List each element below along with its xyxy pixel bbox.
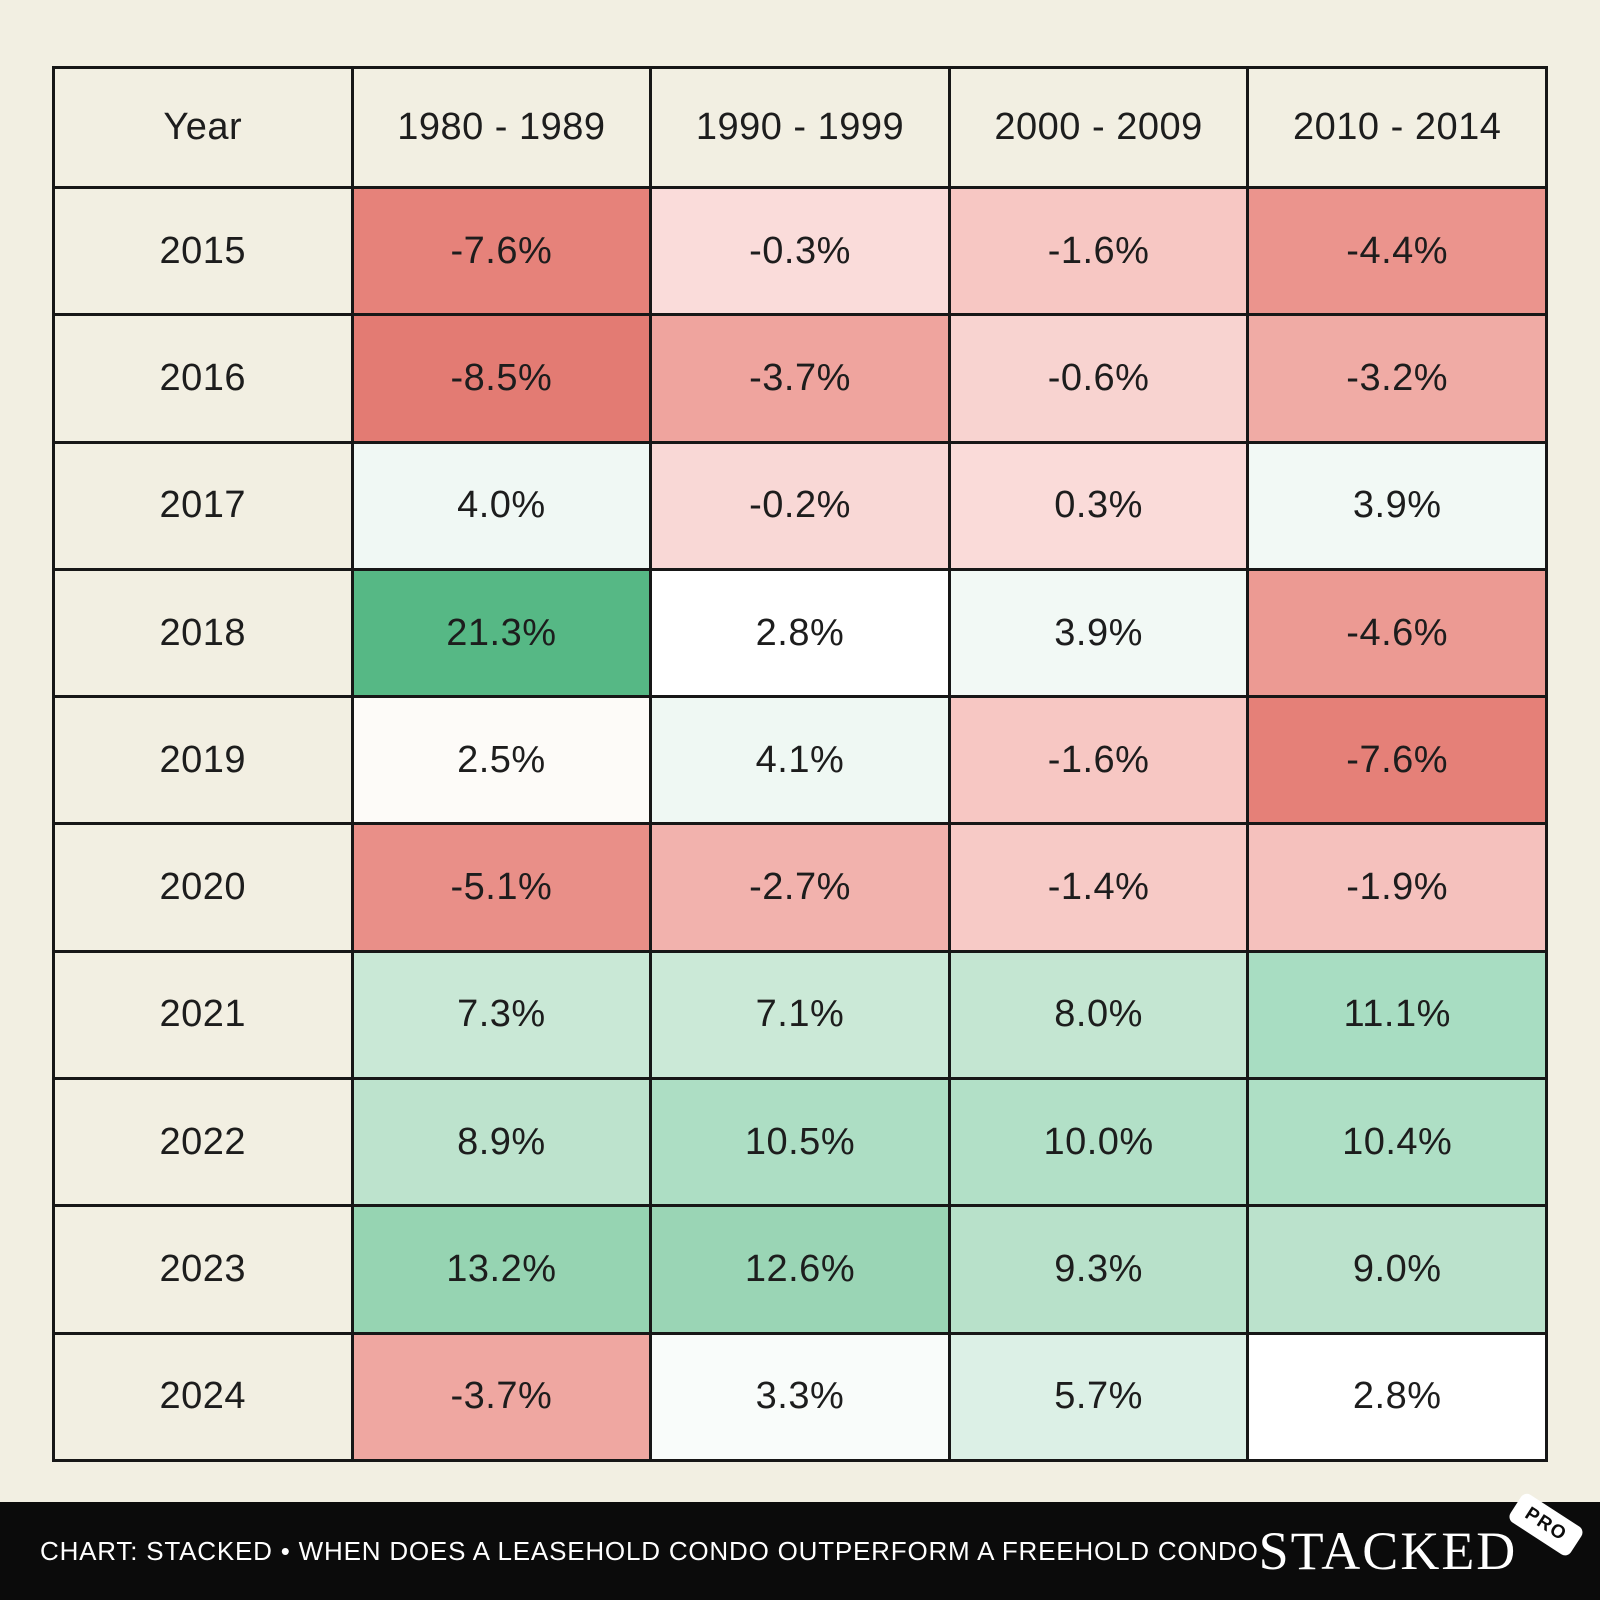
- table-row: 2022 8.9% 10.5% 10.0% 10.4%: [52, 1077, 1548, 1208]
- value-cell: -2.7%: [649, 822, 951, 953]
- value-cell: 8.0%: [947, 949, 1250, 1081]
- value-cell: 9.3%: [947, 1204, 1250, 1335]
- table-row: 2015 -7.6% -0.3% -1.6% -4.4%: [52, 185, 1548, 317]
- performance-heatmap-table: Year 1980 - 1989 1990 - 1999 2000 - 2009 201…: [52, 66, 1548, 1463]
- value-cell: 3.9%: [1246, 440, 1548, 571]
- column-header: 2010 - 2014: [1246, 66, 1548, 189]
- column-header: 2000 - 2009: [947, 66, 1250, 189]
- value-cell: -7.6%: [1246, 695, 1548, 826]
- value-cell: 0.3%: [947, 440, 1250, 571]
- value-cell: 12.6%: [649, 1204, 951, 1335]
- value-cell: -5.1%: [350, 822, 653, 953]
- row-year: 2023: [52, 1204, 354, 1335]
- performance-heatmap-table-wrap: Year 1980 - 1989 1990 - 1999 2000 - 2009 201…: [52, 66, 1548, 1463]
- column-header: 1980 - 1989: [350, 66, 653, 189]
- column-header: 1990 - 1999: [649, 66, 951, 189]
- table-row: 2017 4.0% -0.2% 0.3% 3.9%: [52, 440, 1548, 571]
- value-cell: 8.9%: [350, 1077, 653, 1208]
- table-row: 2020 -5.1% -2.7% -1.4% -1.9%: [52, 822, 1548, 953]
- column-header-year: Year: [52, 66, 354, 189]
- table-row: 2021 7.3% 7.1% 8.0% 11.1%: [52, 949, 1548, 1081]
- table-header: Year 1980 - 1989 1990 - 1999 2000 - 2009 201…: [52, 66, 1548, 189]
- value-cell: 4.0%: [350, 440, 653, 571]
- value-cell: 11.1%: [1246, 949, 1548, 1081]
- table-row: 2016 -8.5% -3.7% -0.6% -3.2%: [52, 313, 1548, 444]
- value-cell: 21.3%: [350, 567, 653, 699]
- value-cell: -0.2%: [649, 440, 951, 571]
- table-body: 2015 -7.6% -0.3% -1.6% -4.4% 2016 -8.5% -3.7% -0…: [52, 185, 1548, 1463]
- value-cell: 5.7%: [947, 1331, 1250, 1463]
- row-year: 2021: [52, 949, 354, 1081]
- value-cell: -8.5%: [350, 313, 653, 444]
- row-year: 2019: [52, 695, 354, 826]
- value-cell: -4.4%: [1246, 185, 1548, 317]
- value-cell: -1.4%: [947, 822, 1250, 953]
- pro-badge: PRO: [1506, 1491, 1585, 1558]
- stacked-logo-wordmark: STACKED: [1258, 1521, 1518, 1581]
- value-cell: -3.7%: [350, 1331, 653, 1463]
- value-cell: 7.1%: [649, 949, 951, 1081]
- value-cell: -3.7%: [649, 313, 951, 444]
- value-cell: 3.9%: [947, 567, 1250, 699]
- row-year: 2022: [52, 1077, 354, 1208]
- footer-bar: CHART: STACKED • WHEN DOES A LEASEHOLD C…: [0, 1491, 1600, 1600]
- row-year: 2016: [52, 313, 354, 444]
- value-cell: 10.5%: [649, 1077, 951, 1208]
- table-row: 2019 2.5% 4.1% -1.6% -7.6%: [52, 695, 1548, 826]
- table-header-row: Year 1980 - 1989 1990 - 1999 2000 - 2009 201…: [52, 66, 1548, 189]
- value-cell: 10.4%: [1246, 1077, 1548, 1208]
- stacked-logo: STACKED PRO: [1258, 1491, 1585, 1581]
- value-cell: 2.5%: [350, 695, 653, 826]
- table-row: 2023 13.2% 12.6% 9.3% 9.0%: [52, 1204, 1548, 1335]
- value-cell: 2.8%: [649, 567, 951, 699]
- value-cell: -3.2%: [1246, 313, 1548, 444]
- value-cell: -1.9%: [1246, 822, 1548, 953]
- value-cell: -0.3%: [649, 185, 951, 317]
- value-cell: -1.6%: [947, 185, 1250, 317]
- row-year: 2024: [52, 1331, 354, 1463]
- row-year: 2018: [52, 567, 354, 699]
- value-cell: -1.6%: [947, 695, 1250, 826]
- table-row: 2018 21.3% 2.8% 3.9% -4.6%: [52, 567, 1548, 699]
- value-cell: 9.0%: [1246, 1204, 1548, 1335]
- value-cell: 13.2%: [350, 1204, 653, 1335]
- value-cell: 7.3%: [350, 949, 653, 1081]
- value-cell: 3.3%: [649, 1331, 951, 1463]
- value-cell: -7.6%: [350, 185, 653, 317]
- footer-caption: CHART: STACKED • WHEN DOES A LEASEHOLD C…: [40, 1535, 1259, 1566]
- row-year: 2017: [52, 440, 354, 571]
- value-cell: -0.6%: [947, 313, 1250, 444]
- value-cell: 4.1%: [649, 695, 951, 826]
- value-cell: -4.6%: [1246, 567, 1548, 699]
- value-cell: 2.8%: [1246, 1331, 1548, 1463]
- table-row: 2024 -3.7% 3.3% 5.7% 2.8%: [52, 1331, 1548, 1463]
- value-cell: 10.0%: [947, 1077, 1250, 1208]
- row-year: 2020: [52, 822, 354, 953]
- row-year: 2015: [52, 185, 354, 317]
